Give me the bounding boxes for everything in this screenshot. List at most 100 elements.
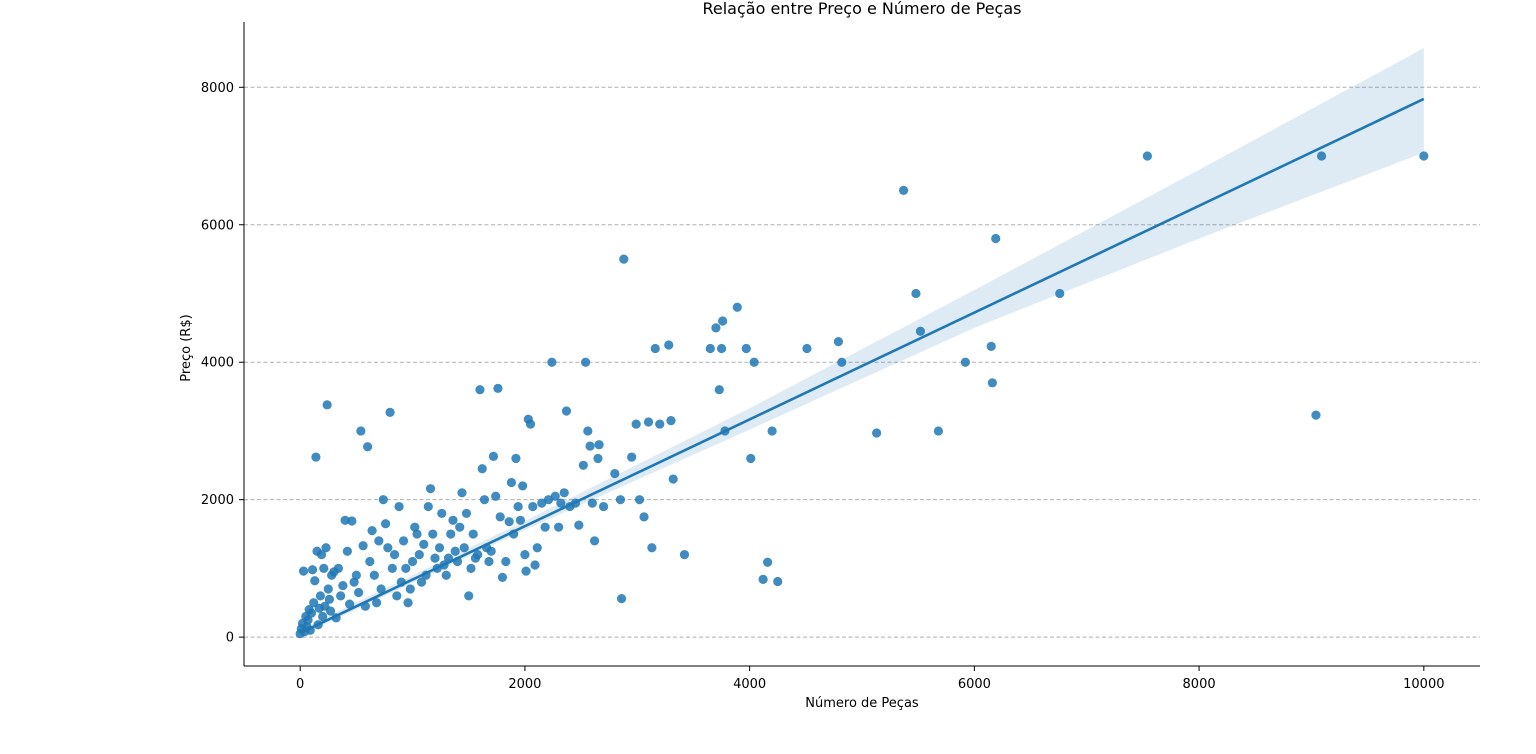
axes <box>239 22 1480 671</box>
data-point <box>732 302 742 312</box>
tick-labels: 0 2000 4000 6000 8000 0 2000 4000 6000 8000 10000 <box>201 81 1445 692</box>
data-point <box>380 519 391 529</box>
data-point <box>342 546 352 556</box>
y-axis-title: Preço (R$) <box>179 314 194 381</box>
data-point <box>428 529 438 539</box>
data-point <box>593 453 603 464</box>
data-point <box>356 426 366 436</box>
data-point <box>491 491 501 501</box>
data-point <box>307 565 318 575</box>
data-point <box>802 343 812 354</box>
data-point <box>477 464 487 474</box>
chart-title: Relação entre Preço e Número de Peças <box>702 0 1021 18</box>
data-point <box>322 400 332 410</box>
data-point <box>419 539 429 549</box>
data-point <box>933 426 944 436</box>
data-point <box>321 543 331 553</box>
data-point <box>367 526 377 536</box>
data-point <box>631 419 641 429</box>
data-point <box>461 508 472 519</box>
data-point <box>521 566 531 576</box>
data-point <box>679 550 690 560</box>
data-point <box>468 529 478 539</box>
data-point <box>441 570 451 580</box>
data-point <box>525 419 536 429</box>
data-point <box>580 357 591 367</box>
y-tick-label: 6000 <box>201 218 234 233</box>
data-point <box>345 599 355 609</box>
data-point <box>615 495 626 505</box>
data-point <box>547 357 557 367</box>
data-point <box>459 543 469 553</box>
data-point <box>550 491 560 501</box>
data-point <box>837 357 847 367</box>
data-point <box>716 343 727 354</box>
data-point <box>310 576 320 586</box>
data-point <box>484 556 494 567</box>
data-point <box>767 426 777 436</box>
data-point <box>495 512 505 522</box>
data-point <box>493 383 503 393</box>
x-tick-label: 8000 <box>1183 677 1216 692</box>
x-tick-label: 4000 <box>733 677 766 692</box>
data-point <box>333 563 343 574</box>
data-point <box>497 572 508 582</box>
data-point <box>324 594 334 604</box>
data-point <box>1311 410 1321 420</box>
data-point <box>504 517 514 527</box>
data-point <box>554 522 564 532</box>
x-tick-label: 2000 <box>508 677 541 692</box>
data-point <box>298 566 309 576</box>
data-point <box>616 594 627 604</box>
data-point <box>376 584 386 594</box>
data-point <box>758 574 768 585</box>
data-point <box>416 577 427 587</box>
data-point <box>528 501 538 512</box>
data-point <box>749 357 759 367</box>
data-point <box>530 560 540 570</box>
data-point <box>655 419 665 429</box>
data-point <box>414 550 424 560</box>
scatter-points <box>295 151 1429 639</box>
data-point <box>446 529 456 539</box>
data-point <box>746 453 756 464</box>
data-point <box>666 416 676 426</box>
data-point <box>363 442 373 452</box>
data-point <box>1419 151 1429 161</box>
data-point <box>589 536 600 546</box>
data-point <box>457 488 467 498</box>
data-point <box>311 452 321 462</box>
data-point <box>578 460 588 470</box>
data-point <box>532 543 542 553</box>
data-point <box>587 498 597 508</box>
data-point <box>383 543 393 553</box>
data-point <box>960 357 970 367</box>
data-point <box>303 615 313 625</box>
data-point <box>643 417 654 427</box>
y-tick-label: 4000 <box>201 356 234 371</box>
data-point <box>610 468 620 479</box>
data-point <box>506 477 517 488</box>
data-point <box>1142 151 1153 161</box>
data-point <box>385 407 395 417</box>
data-point <box>347 516 357 526</box>
data-point <box>501 556 511 567</box>
data-point <box>434 543 445 553</box>
data-point <box>392 591 402 601</box>
data-point <box>911 288 921 299</box>
data-point <box>634 495 645 505</box>
data-point <box>358 541 368 551</box>
data-point <box>486 546 496 556</box>
data-point <box>318 611 328 622</box>
data-point <box>403 598 413 608</box>
data-point <box>987 378 997 388</box>
confidence-band-area <box>300 48 1424 636</box>
data-point <box>448 515 458 525</box>
data-point <box>437 508 447 519</box>
data-point <box>423 501 433 512</box>
data-point <box>664 340 674 350</box>
data-point <box>513 501 523 512</box>
data-point <box>455 522 465 532</box>
data-point <box>705 343 715 354</box>
data-point <box>351 570 361 580</box>
